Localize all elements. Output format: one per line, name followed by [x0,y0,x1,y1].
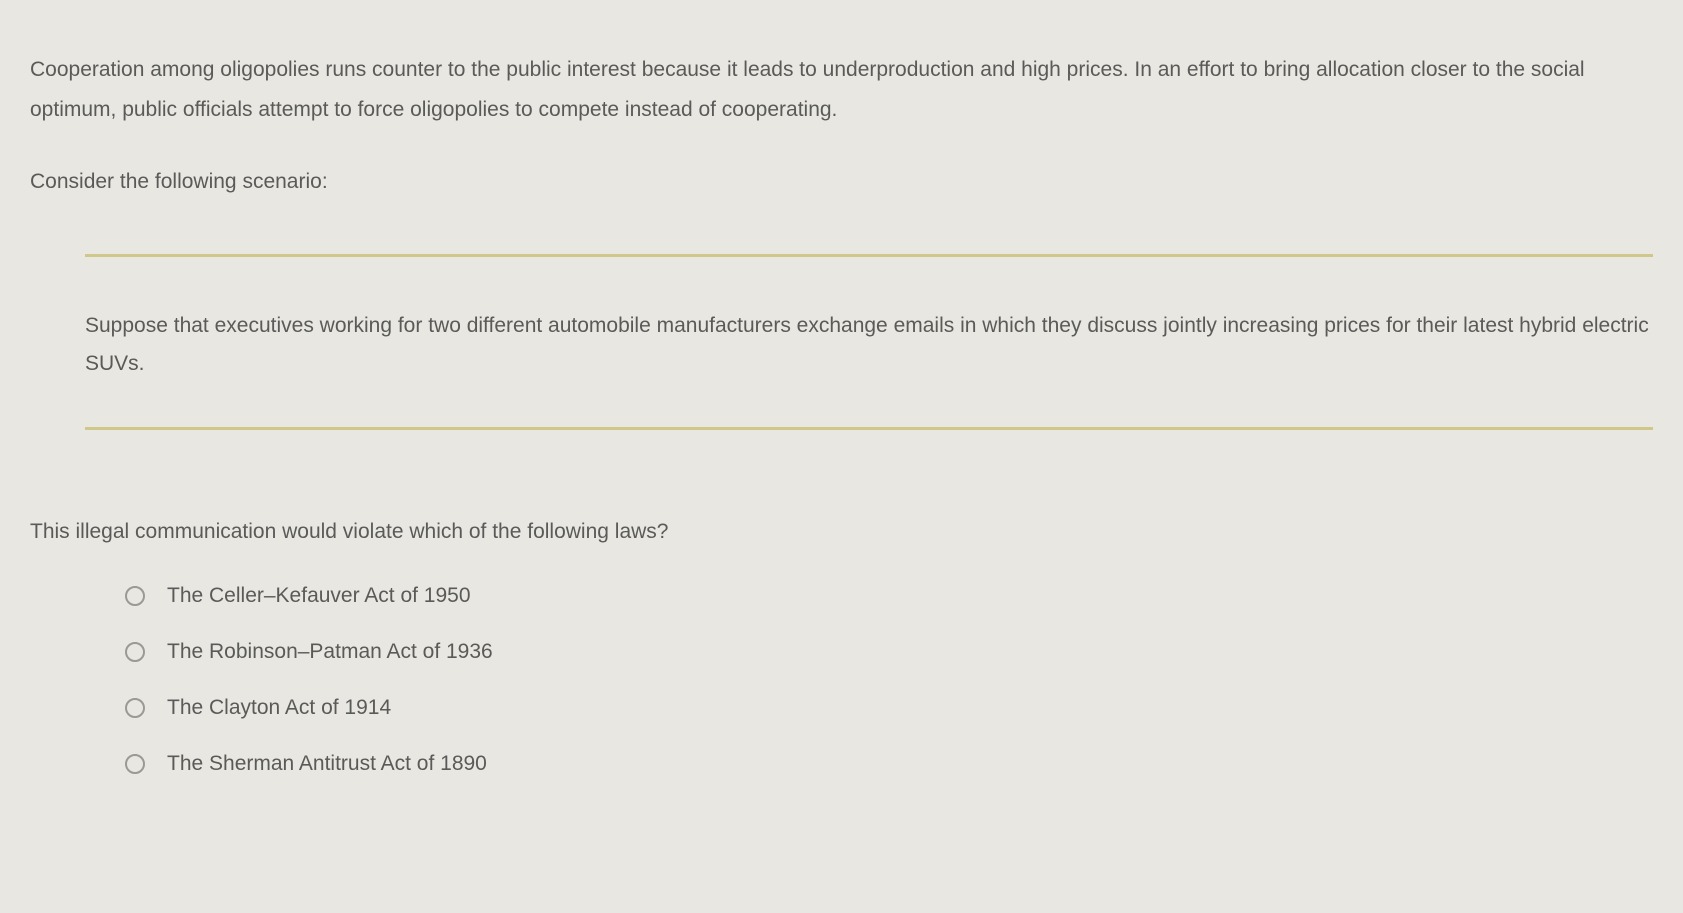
options-list: The Celler–Kefauver Act of 1950 The Robi… [125,584,1653,776]
radio-icon[interactable] [125,586,145,606]
intro-paragraph: Cooperation among oligopolies runs count… [30,50,1653,130]
consider-prompt: Consider the following scenario: [30,170,1653,194]
scenario-text: Suppose that executives working for two … [85,307,1653,383]
option-label: The Sherman Antitrust Act of 1890 [167,752,487,776]
option-sherman[interactable]: The Sherman Antitrust Act of 1890 [125,752,1653,776]
question-page: Cooperation among oligopolies runs count… [0,0,1683,838]
scenario-box: Suppose that executives working for two … [85,254,1653,431]
radio-icon[interactable] [125,642,145,662]
option-label: The Clayton Act of 1914 [167,696,391,720]
option-celler-kefauver[interactable]: The Celler–Kefauver Act of 1950 [125,584,1653,608]
option-label: The Robinson–Patman Act of 1936 [167,640,493,664]
radio-icon[interactable] [125,698,145,718]
option-robinson-patman[interactable]: The Robinson–Patman Act of 1936 [125,640,1653,664]
option-label: The Celler–Kefauver Act of 1950 [167,584,471,608]
question-text: This illegal communication would violate… [30,520,1653,544]
option-clayton[interactable]: The Clayton Act of 1914 [125,696,1653,720]
radio-icon[interactable] [125,754,145,774]
